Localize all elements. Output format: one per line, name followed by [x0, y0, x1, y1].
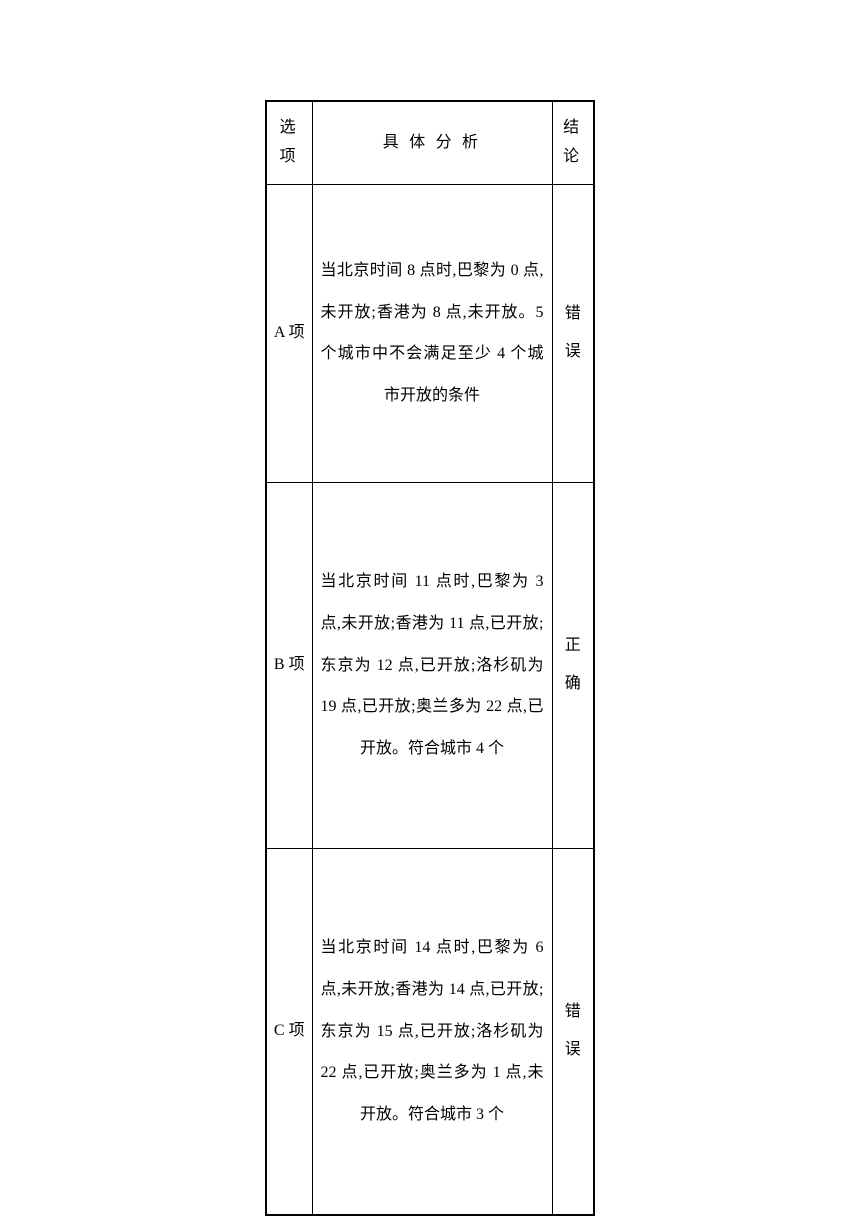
conclusion-cell: 错误: [552, 184, 594, 482]
conclusion-cell: 正确: [552, 482, 594, 848]
header-conclusion: 结论: [552, 101, 594, 184]
header-option: 选项: [266, 101, 312, 184]
option-cell: A 项: [266, 184, 312, 482]
option-cell: C 项: [266, 848, 312, 1215]
analysis-cell: 当北京时间 8 点时,巴黎为 0 点,未开放;香港为 8 点,未开放。5个城市中…: [312, 184, 552, 482]
analysis-table: 选项 具 体 分 析 结论 A 项 当北京时间 8 点时,巴黎为 0 点,未开放…: [265, 100, 595, 1216]
table-row: C 项 当北京时间 14 点时,巴黎为 6 点,未开放;香港为 14 点,已开放…: [266, 848, 594, 1215]
table-header-row: 选项 具 体 分 析 结论: [266, 101, 594, 184]
analysis-cell: 当北京时间 11 点时,巴黎为 3 点,未开放;香港为 11 点,已开放;东京为…: [312, 482, 552, 848]
option-cell: B 项: [266, 482, 312, 848]
header-analysis: 具 体 分 析: [312, 101, 552, 184]
analysis-cell: 当北京时间 14 点时,巴黎为 6 点,未开放;香港为 14 点,已开放;东京为…: [312, 848, 552, 1215]
conclusion-cell: 错误: [552, 848, 594, 1215]
table-row: A 项 当北京时间 8 点时,巴黎为 0 点,未开放;香港为 8 点,未开放。5…: [266, 184, 594, 482]
table-row: B 项 当北京时间 11 点时,巴黎为 3 点,未开放;香港为 11 点,已开放…: [266, 482, 594, 848]
